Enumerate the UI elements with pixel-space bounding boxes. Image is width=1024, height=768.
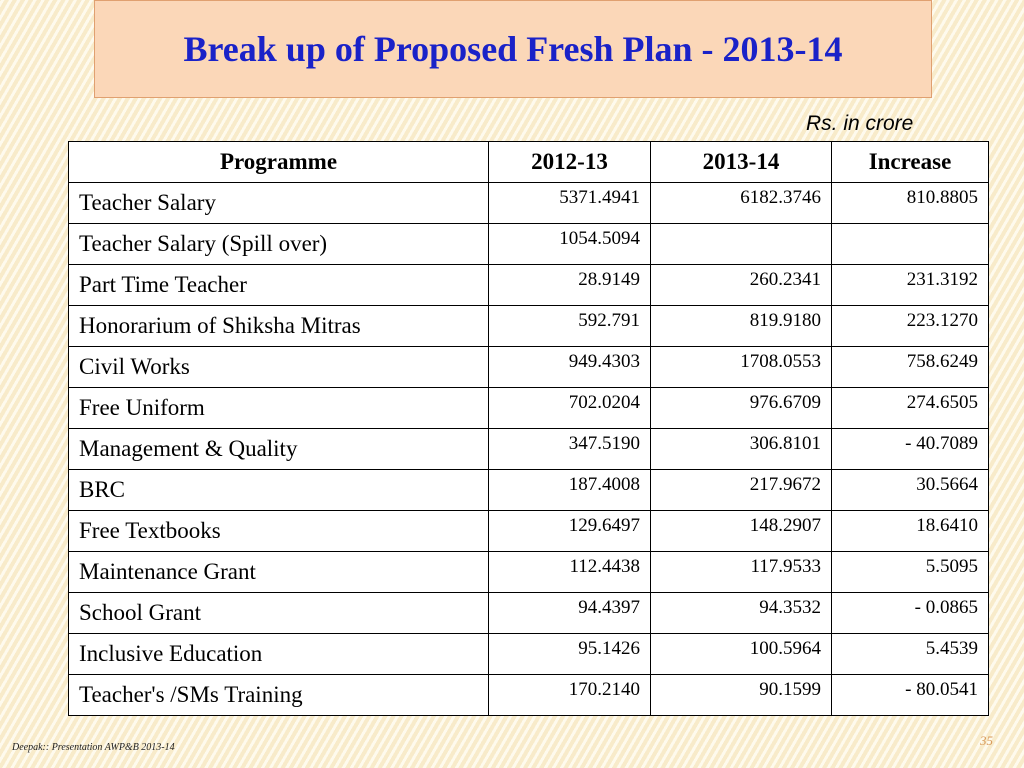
- cell-2012-13: 949.4303: [488, 346, 651, 388]
- cell-programme: Maintenance Grant: [68, 551, 489, 593]
- cell-2012-13: 95.1426: [488, 633, 651, 675]
- table-row: Honorarium of Shiksha Mitras 592.791 819.9…: [68, 305, 989, 347]
- cell-increase: 810.8805: [831, 182, 989, 224]
- cell-increase: - 40.7089: [831, 428, 989, 470]
- cell-increase: 223.1270: [831, 305, 989, 347]
- cell-increase: [831, 223, 989, 265]
- cell-2013-14: 1708.0553: [650, 346, 832, 388]
- cell-2012-13: 129.6497: [488, 510, 651, 552]
- footer-text: Deepak:: Presentation AWP&B 2013-14: [12, 742, 175, 753]
- cell-2012-13: 592.791: [488, 305, 651, 347]
- cell-increase: 5.4539: [831, 633, 989, 675]
- table-row: Teacher's /SMs Training 170.2140 90.1599- …: [68, 674, 989, 716]
- header-programme: Programme: [68, 141, 489, 183]
- cell-programme: Inclusive Education: [68, 633, 489, 675]
- cell-2013-14: 117.9533: [650, 551, 832, 593]
- cell-2012-13: 28.9149: [488, 264, 651, 306]
- table-row: BRC 187.4008 217.9672 30.5664: [68, 469, 989, 511]
- cell-2012-13: 112.4438: [488, 551, 651, 593]
- table-row: Free Textbooks 129.6497 148.2907 18.6410: [68, 510, 989, 552]
- cell-programme: Free Uniform: [68, 387, 489, 429]
- cell-2013-14: 260.2341: [650, 264, 832, 306]
- cell-2012-13: 702.0204: [488, 387, 651, 429]
- cell-increase: 274.6505: [831, 387, 989, 429]
- cell-increase: 18.6410: [831, 510, 989, 552]
- cell-2012-13: 347.5190: [488, 428, 651, 470]
- cell-increase: 30.5664: [831, 469, 989, 511]
- cell-programme: Teacher's /SMs Training: [68, 674, 489, 716]
- cell-2012-13: 187.4008: [488, 469, 651, 511]
- cell-2013-14: [650, 223, 832, 265]
- cell-programme: Civil Works: [68, 346, 489, 388]
- cell-programme: Teacher Salary (Spill over): [68, 223, 489, 265]
- cell-programme: School Grant: [68, 592, 489, 634]
- title-banner: Break up of Proposed Fresh Plan - 2013-1…: [94, 0, 932, 98]
- cell-2013-14: 217.9672: [650, 469, 832, 511]
- table-row: Teacher Salary 5371.4941 6182.3746 810.8805: [68, 182, 989, 224]
- table-body: Teacher Salary 5371.4941 6182.3746 810.8805…: [68, 182, 989, 716]
- table-header-row: Programme 2012-13 2013-14 Increase: [68, 141, 989, 183]
- header-2012-13: 2012-13: [488, 141, 651, 183]
- cell-increase: - 80.0541: [831, 674, 989, 716]
- cell-programme: BRC: [68, 469, 489, 511]
- cell-increase: 758.6249: [831, 346, 989, 388]
- cell-programme: Management & Quality: [68, 428, 489, 470]
- cell-2012-13: 94.4397: [488, 592, 651, 634]
- cell-2013-14: 976.6709: [650, 387, 832, 429]
- cell-increase: - 0.0865: [831, 592, 989, 634]
- cell-increase: 5.5095: [831, 551, 989, 593]
- cell-2013-14: 90.1599: [650, 674, 832, 716]
- cell-programme: Honorarium of Shiksha Mitras: [68, 305, 489, 347]
- table-row: Inclusive Education 95.1426 100.5964 5.4539: [68, 633, 989, 675]
- table-row: Free Uniform 702.0204 976.6709 274.6505: [68, 387, 989, 429]
- cell-2013-14: 819.9180: [650, 305, 832, 347]
- table-row: Maintenance Grant 112.4438 117.9533 5.5095: [68, 551, 989, 593]
- cell-2013-14: 306.8101: [650, 428, 832, 470]
- cell-2012-13: 170.2140: [488, 674, 651, 716]
- cell-2013-14: 6182.3746: [650, 182, 832, 224]
- cell-programme: Free Textbooks: [68, 510, 489, 552]
- table-row: School Grant 94.4397 94.3532- 0.0865: [68, 592, 989, 634]
- cell-2013-14: 148.2907: [650, 510, 832, 552]
- slide-title: Break up of Proposed Fresh Plan - 2013-1…: [183, 29, 843, 69]
- page-number: 35: [980, 733, 993, 748]
- table-row: Management & Quality 347.5190 306.8101- 40…: [68, 428, 989, 470]
- cell-2013-14: 94.3532: [650, 592, 832, 634]
- cell-2013-14: 100.5964: [650, 633, 832, 675]
- cell-2012-13: 1054.5094: [488, 223, 651, 265]
- units-label: Rs. in crore: [806, 112, 914, 135]
- header-increase: Increase: [831, 141, 989, 183]
- table-row: Civil Works 949.4303 1708.0553 758.6249: [68, 346, 989, 388]
- table-row: Teacher Salary (Spill over) 1054.5094: [68, 223, 989, 265]
- plan-table: Programme 2012-13 2013-14 Increase Teach…: [68, 141, 989, 716]
- cell-programme: Teacher Salary: [68, 182, 489, 224]
- cell-programme: Part Time Teacher: [68, 264, 489, 306]
- cell-increase: 231.3192: [831, 264, 989, 306]
- table-row: Part Time Teacher 28.9149 260.2341 231.3192: [68, 264, 989, 306]
- cell-2012-13: 5371.4941: [488, 182, 651, 224]
- header-2013-14: 2013-14: [650, 141, 832, 183]
